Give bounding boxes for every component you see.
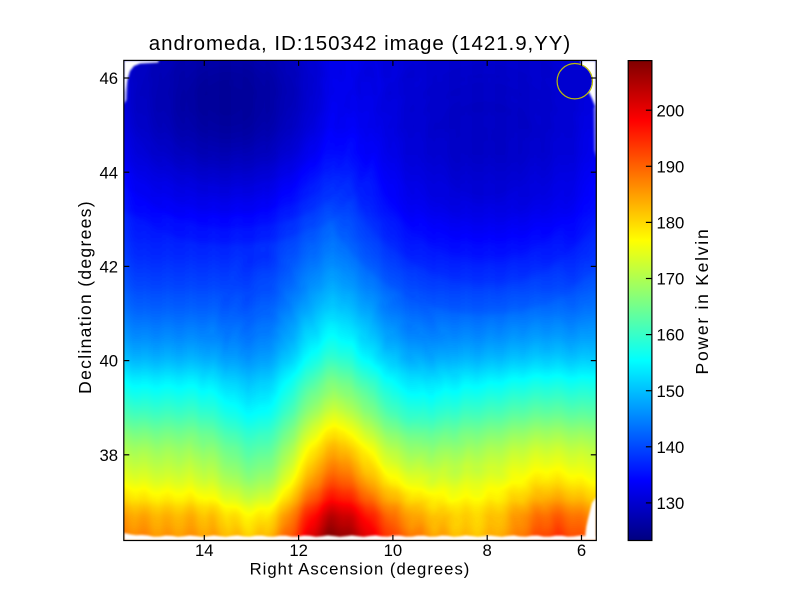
svg-text:38: 38 [99,446,118,465]
svg-text:6: 6 [577,541,586,560]
svg-text:160: 160 [657,326,685,345]
svg-text:12: 12 [289,541,308,560]
svg-text:Declination (degrees): Declination (degrees) [75,200,95,394]
svg-text:8: 8 [483,541,492,560]
svg-text:200: 200 [657,101,685,120]
svg-text:10: 10 [384,541,403,560]
svg-text:andromeda, ID:150342 image (14: andromeda, ID:150342 image (1421.9,YY) [149,32,571,55]
svg-text:40: 40 [99,352,118,371]
svg-text:170: 170 [657,270,685,289]
svg-text:150: 150 [657,382,685,401]
svg-text:46: 46 [99,69,118,88]
svg-text:180: 180 [657,214,685,233]
svg-text:190: 190 [657,157,685,176]
svg-text:Power in Kelvin: Power in Kelvin [692,228,712,375]
svg-text:140: 140 [657,438,685,457]
svg-text:Right Ascension (degrees): Right Ascension (degrees) [250,560,471,579]
svg-text:44: 44 [99,163,118,182]
svg-text:42: 42 [99,258,118,277]
svg-text:14: 14 [195,541,214,560]
svg-text:130: 130 [657,494,685,513]
